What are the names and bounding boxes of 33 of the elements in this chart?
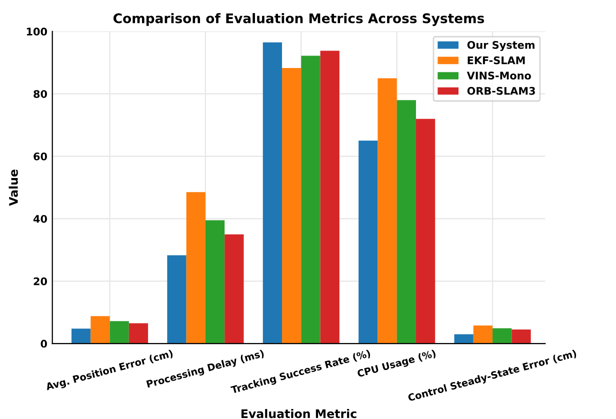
bar — [128, 323, 148, 344]
y-tick-label: 100 — [26, 28, 47, 36]
bar — [262, 42, 282, 344]
bar — [90, 316, 110, 344]
bar — [186, 192, 206, 344]
legend-label: ORB-SLAM3 — [467, 86, 535, 95]
bar — [512, 330, 531, 344]
chart-title: Comparison of Evaluation Metrics Across Systems — [114, 13, 484, 26]
bar — [358, 140, 378, 344]
bar — [473, 325, 493, 344]
legend-label: EKF-SLAM — [468, 56, 525, 64]
bar — [396, 100, 416, 344]
legend-label: Our System — [467, 40, 534, 51]
y-tick-label: 40 — [33, 214, 47, 223]
bar — [72, 328, 91, 344]
y-tick-label: 0 — [40, 340, 47, 348]
bar — [205, 220, 225, 344]
bar — [167, 255, 186, 344]
legend-label: VINS-Mono — [466, 72, 531, 80]
bar — [320, 50, 340, 344]
bar — [282, 68, 302, 344]
bar — [378, 78, 397, 344]
y-tick-label: 60 — [34, 152, 47, 160]
bar — [110, 321, 129, 344]
bar — [454, 334, 474, 344]
y-axis-title: Value — [8, 170, 18, 206]
bar — [224, 234, 244, 344]
bar — [301, 56, 320, 344]
y-tick-label: 80 — [34, 90, 47, 98]
bar — [416, 118, 436, 344]
x-axis-title: Evaluation Metric — [241, 408, 356, 418]
bar — [492, 328, 512, 344]
y-tick-label: 20 — [34, 277, 47, 286]
